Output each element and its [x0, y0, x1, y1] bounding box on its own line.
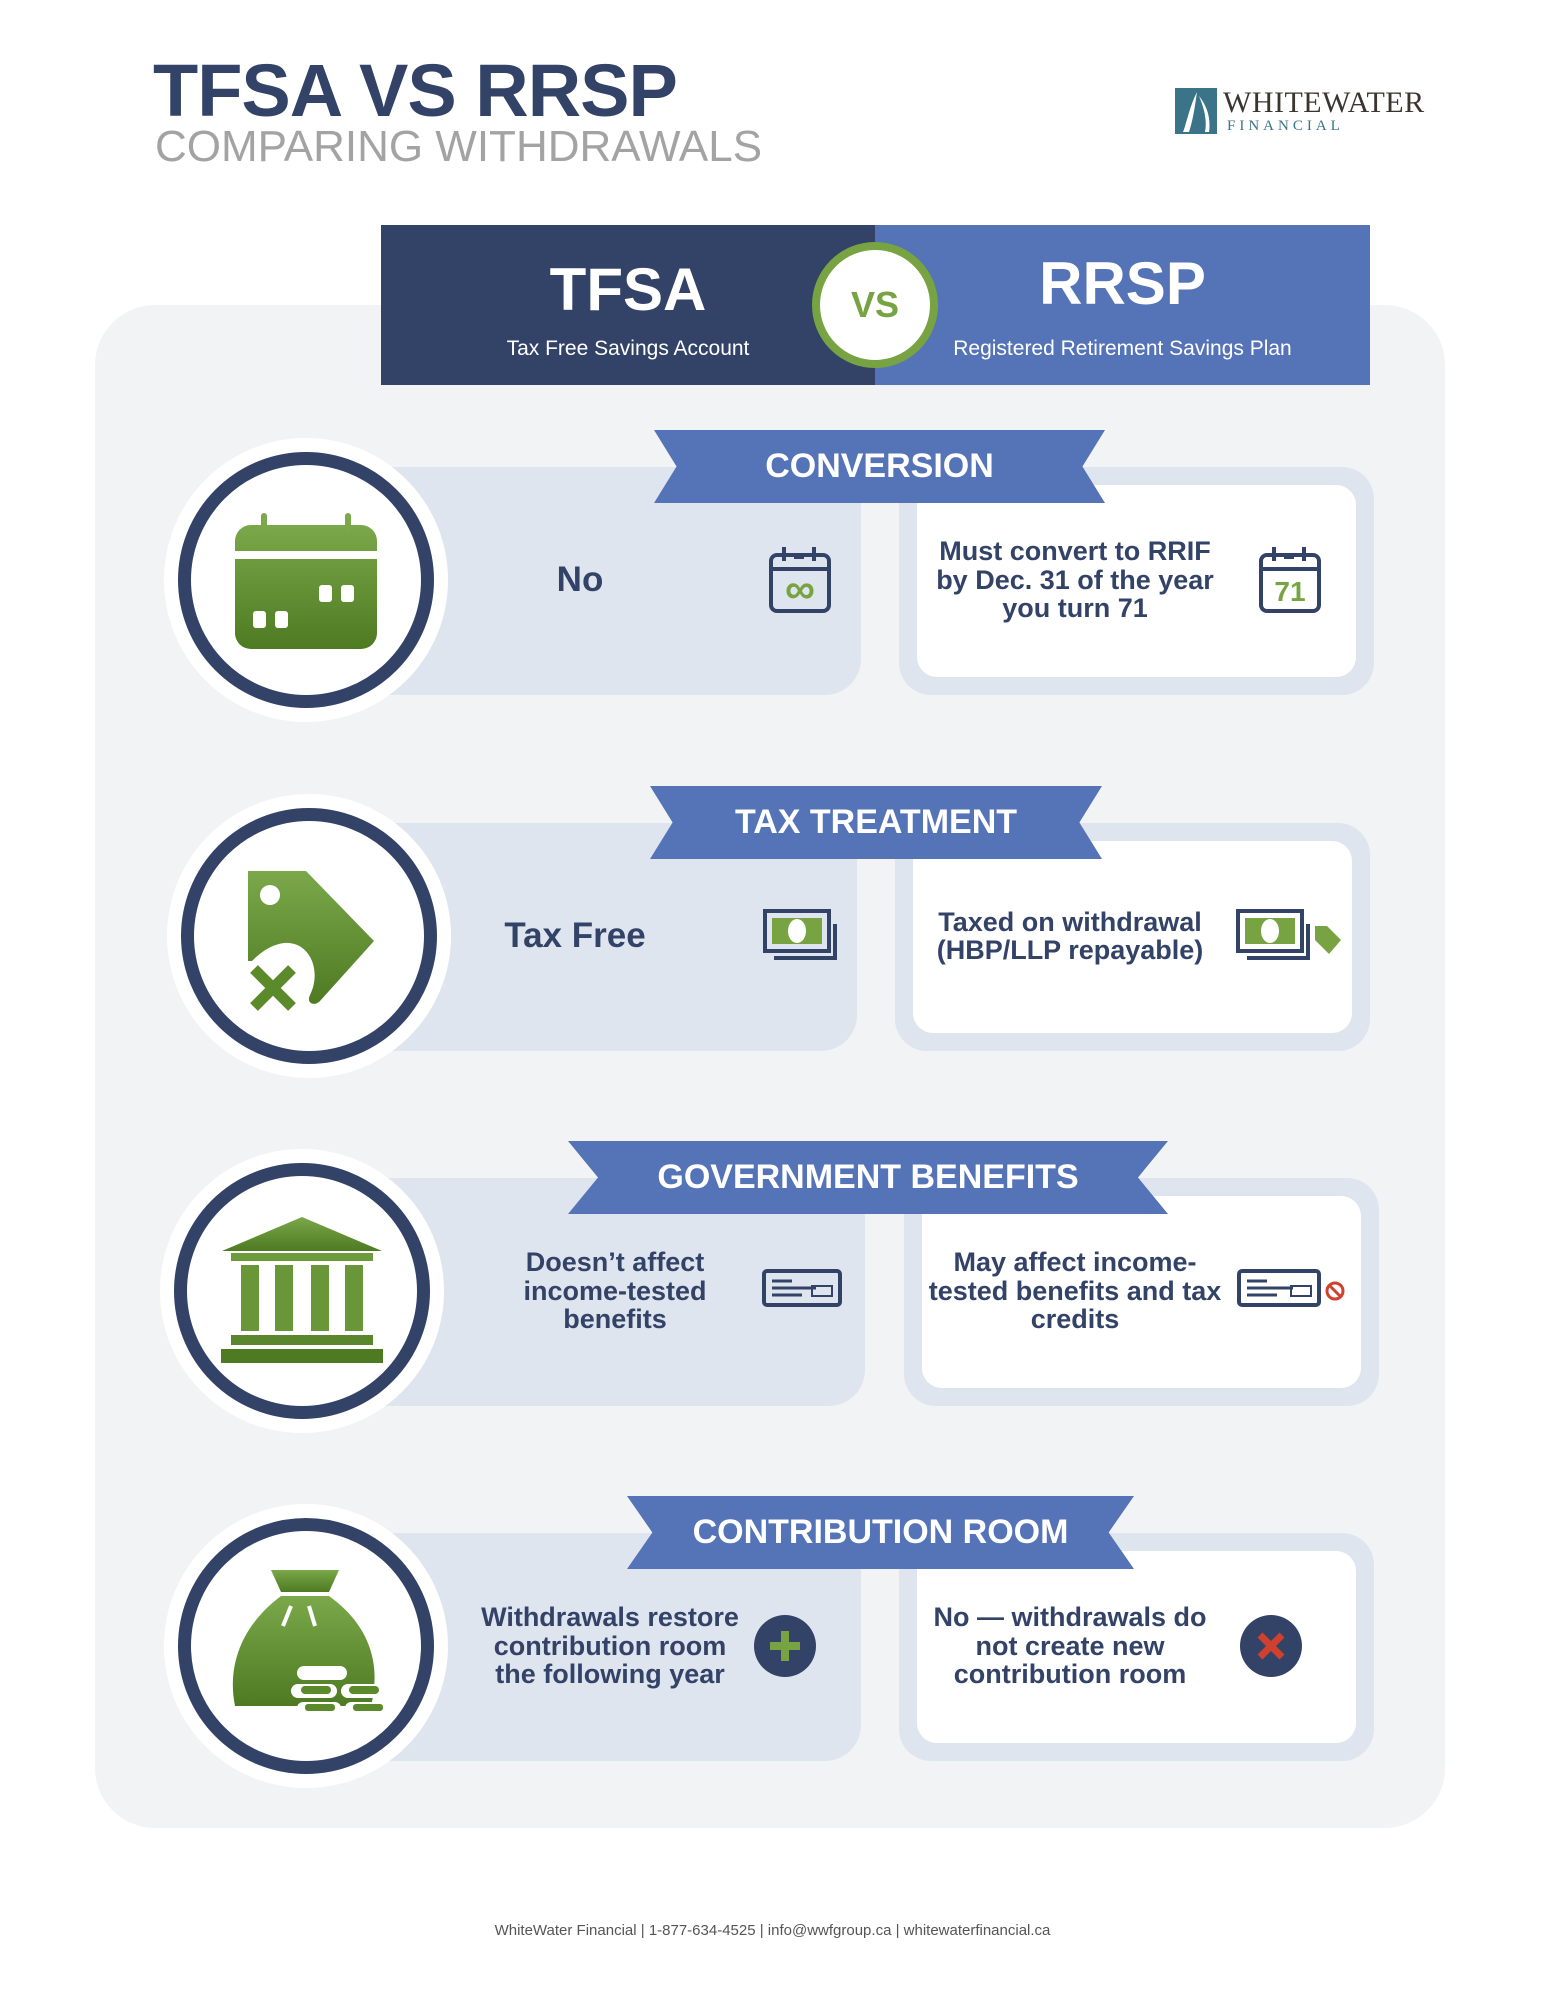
rrsp-header: RRSP Registered Retirement Savings Plan	[875, 225, 1370, 385]
section-icon-circle	[167, 794, 451, 1078]
rrsp-card	[904, 1178, 1379, 1406]
money-tag-icon	[1236, 909, 1341, 960]
svg-text:∞: ∞	[785, 565, 815, 612]
page-subtitle: COMPARING WITHDRAWALS	[155, 122, 763, 171]
tfsa-card	[381, 467, 861, 695]
rrsp-value: May affect income-tested benefits and ta…	[928, 1247, 1222, 1335]
calendar-71-icon: 71	[1259, 547, 1321, 613]
tfsa-value: Withdrawals restore contribution room th…	[481, 1602, 739, 1690]
section-banner: GOVERNMENT BENEFITS	[568, 1141, 1168, 1214]
tfsa-value: Tax Free	[504, 915, 646, 955]
logo-subtext: FINANCIAL	[1227, 118, 1344, 134]
svg-text:71: 71	[1274, 576, 1305, 607]
page-title: TFSA VS RRSP	[153, 49, 678, 132]
rrsp-card	[899, 467, 1374, 695]
calendar-icon	[235, 513, 377, 649]
rrsp-full-name: Registered Retirement Savings Plan	[953, 337, 1292, 360]
government-building-icon	[221, 1217, 383, 1363]
plus-circle-icon	[754, 1615, 816, 1677]
rrsp-name: RRSP	[1039, 250, 1206, 317]
tax-tag-x-icon	[248, 871, 374, 1011]
row-contribution-room: CONTRIBUTION ROOM Withdrawals restore co…	[0, 1496, 1545, 1796]
section-icon-circle	[164, 1504, 448, 1788]
logo-sail-icon	[1175, 88, 1217, 134]
logo-text: WHITEWATER	[1223, 86, 1425, 119]
footer-contact: WhiteWater Financial | 1-877-634-4525 | …	[494, 1922, 1051, 1939]
calendar-infinity-icon: ∞	[769, 547, 831, 613]
rrsp-value: Taxed on withdrawal (HBP/LLP repayable)	[936, 906, 1204, 965]
cheque-icon	[762, 1269, 842, 1307]
whitewater-logo: WHITEWATER FINANCIAL	[1175, 86, 1425, 134]
section-banner: CONVERSION	[654, 430, 1105, 503]
rrsp-value: Must convert to RRIF by Dec. 31 of the y…	[936, 536, 1214, 624]
rrsp-value: No — withdrawals do not create new contr…	[933, 1602, 1207, 1690]
tfsa-header: TFSA Tax Free Savings Account	[381, 225, 875, 385]
x-circle-icon	[1240, 1615, 1302, 1677]
rrsp-card	[895, 823, 1370, 1051]
section-icon-circle	[164, 438, 448, 722]
section-icon-circle	[160, 1149, 444, 1433]
cheque-prohibited-icon	[1237, 1269, 1345, 1307]
tfsa-value: No	[556, 559, 604, 599]
section-banner: CONTRIBUTION ROOM	[627, 1496, 1134, 1569]
money-bag-icon	[232, 1570, 389, 1714]
money-icon	[763, 909, 837, 960]
row-conversion: CONVERSION No ∞ Must convert to RRIF by …	[0, 430, 1545, 730]
vs-badge: VS	[812, 242, 938, 368]
tfsa-name: TFSA	[549, 256, 707, 323]
tfsa-value: Doesn’t affect income-tested benefits	[523, 1247, 707, 1335]
row-government-benefits: GOVERNMENT BENEFITS Doesn’t affect incom…	[0, 1141, 1545, 1441]
section-banner: TAX TREATMENT	[650, 786, 1102, 859]
tfsa-full-name: Tax Free Savings Account	[506, 337, 750, 360]
tfsa-card	[381, 1178, 865, 1406]
row-tax-treatment: TAX TREATMENT Tax Free Taxed on withdraw…	[0, 786, 1545, 1086]
